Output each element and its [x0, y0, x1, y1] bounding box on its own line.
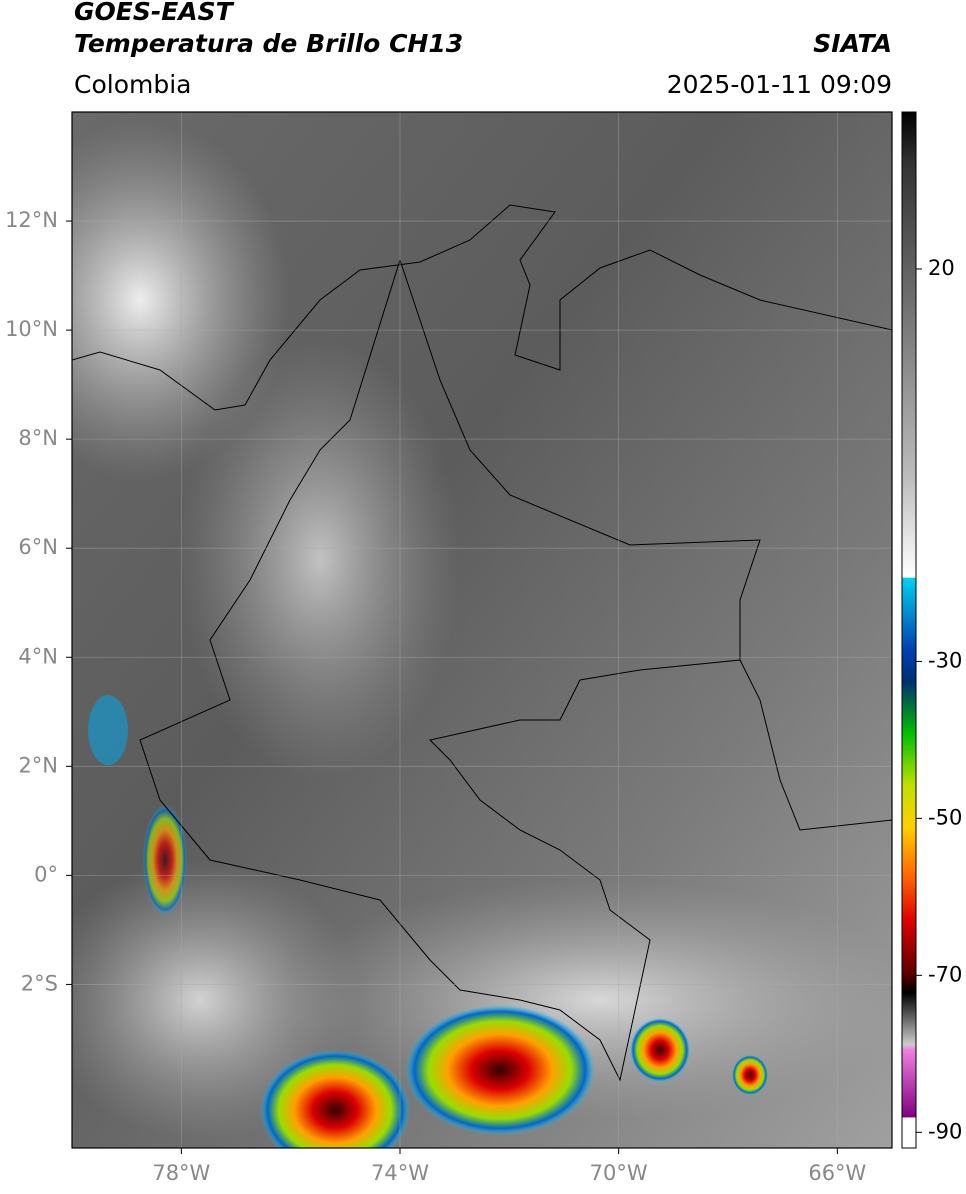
map-frame [71, 111, 893, 1149]
colorbar [901, 111, 917, 1149]
storm [405, 1005, 595, 1135]
lat-tick-label: 6°N [18, 535, 58, 559]
subtitle: Temperatura de Brillo CH13 [74, 29, 463, 58]
colorbar-tick-label: -90 [928, 1119, 962, 1143]
lat-tick-label: 2°S [21, 971, 58, 995]
lat-tick-label: 2°N [18, 753, 58, 777]
storm [88, 695, 128, 765]
storm [143, 805, 187, 915]
lat-tick-label: 4°N [18, 644, 58, 668]
lon-tick-label: 66°W [808, 1161, 866, 1185]
datetime: 2025-01-11 09:09 [667, 70, 892, 99]
lon-tick-label: 74°W [371, 1161, 429, 1185]
lon-tick-label: 78°W [152, 1161, 210, 1185]
storm [260, 1050, 410, 1148]
colorbar-tick-label: -70 [928, 962, 962, 986]
lat-tick-label: 10°N [5, 317, 58, 341]
satellite-image [72, 112, 892, 1148]
storm [630, 1018, 690, 1082]
storm [732, 1055, 768, 1095]
source: SIATA [813, 29, 892, 58]
grid [72, 112, 892, 1148]
lon-tick-label: 70°W [590, 1161, 648, 1185]
colorbar-tick-label: 20 [928, 256, 955, 280]
region: Colombia [74, 70, 191, 99]
borders [72, 204, 892, 1082]
title: GOES-EAST [74, 0, 235, 26]
cloud [180, 340, 460, 780]
colorbar-tick-label: -30 [928, 648, 962, 672]
lat-tick-label: 0° [34, 862, 58, 886]
lat-tick-label: 8°N [18, 426, 58, 450]
colorbar-tick-label: -50 [928, 805, 962, 829]
lat-tick-label: 12°N [5, 208, 58, 232]
